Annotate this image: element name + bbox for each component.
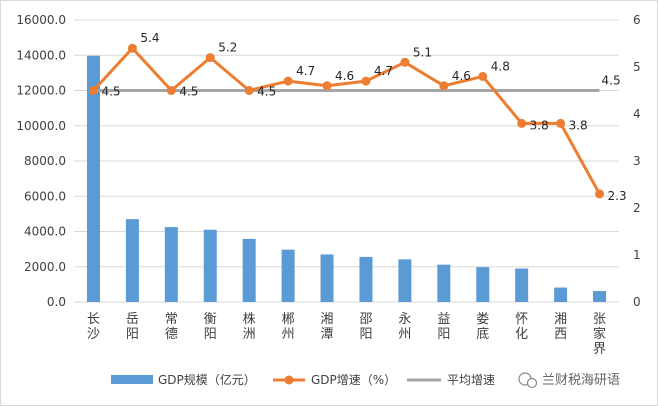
- y-right-tick-label: 5: [633, 60, 641, 74]
- growth-data-label-11: 3.8: [530, 118, 549, 132]
- growth-point-13: [595, 189, 605, 199]
- x-category-label-3: 衡阳: [204, 312, 217, 342]
- x-category-label-2: 常德: [165, 312, 178, 342]
- x-category-label-9: 益阳: [437, 312, 450, 342]
- bar-gdp-13: [593, 291, 607, 302]
- x-category-label-1: 岳阳: [126, 312, 139, 342]
- growth-point-5: [283, 76, 293, 86]
- growth-data-label-8: 5.1: [413, 45, 432, 59]
- x-category-label-0: 长沙: [87, 312, 100, 342]
- x-category-label-11: 怀化: [515, 312, 528, 342]
- y-right-tick-label: 0: [633, 295, 641, 309]
- bar-gdp-7: [359, 256, 373, 302]
- legend-swatch-growth-marker: [284, 375, 294, 385]
- growth-point-2: [166, 86, 176, 95]
- y-axis-left: 0.0 2000.0 4000.0 6000.0 8000.0 10000.0 12000.…: [16, 13, 66, 309]
- x-category-label-8: 永州: [398, 312, 411, 342]
- data-labels: 4.5 5.4 4.5 5.2 4.5 4.7 4.6 4.7 5.1 4.6 4.8 3.8 3.8 2…: [101, 31, 626, 203]
- legend: GDP规模（亿元） GDP增速（%） 平均增速: [111, 372, 495, 387]
- y-right-tick-label: 3: [633, 154, 641, 168]
- growth-point-3: [205, 53, 215, 63]
- y-left-tick-label: 4000.0: [24, 225, 66, 239]
- y-left-tick-label: 6000.0: [24, 189, 66, 203]
- y-left-tick-label: 2000.0: [24, 260, 66, 274]
- y-left-tick-label: 14000.0: [16, 48, 66, 62]
- watermark: 兰财税海研语: [518, 372, 620, 389]
- growth-point-1: [127, 43, 137, 53]
- bar-gdp-11: [515, 268, 529, 302]
- x-category-label-6: 湘潭: [321, 312, 334, 342]
- bar-gdp-2: [164, 227, 178, 302]
- bar-gdp-6: [320, 254, 334, 302]
- growth-data-label-12: 3.8: [569, 118, 588, 132]
- y-right-tick-label: 4: [633, 107, 641, 121]
- bar-gdp-0: [86, 55, 100, 303]
- watermark-text: 兰财税海研语: [542, 373, 620, 388]
- growth-point-6: [322, 81, 332, 91]
- bar-gdp-5: [281, 249, 295, 302]
- x-category-label-13: 张家界: [593, 312, 606, 357]
- y-left-tick-label: 12000.0: [16, 84, 66, 98]
- y-right-tick-label: 2: [633, 201, 641, 215]
- x-category-label-5: 郴州: [282, 312, 295, 342]
- bar-gdp-3: [203, 229, 217, 302]
- growth-data-label-4: 4.5: [257, 85, 276, 99]
- growth-data-label-9: 4.6: [452, 69, 471, 83]
- y-right-tick-label: 6: [633, 13, 641, 27]
- average-data-label: 4.5: [602, 74, 621, 88]
- gdp-bars: [86, 55, 607, 303]
- growth-point-0: [88, 86, 98, 95]
- x-category-label-10: 娄底: [476, 312, 489, 342]
- bar-gdp-10: [476, 267, 490, 302]
- x-category-label-12: 湘西: [554, 312, 567, 342]
- x-category-label-4: 株洲: [243, 312, 256, 342]
- growth-data-label-2: 4.5: [179, 85, 198, 99]
- legend-label-gdp: GDP规模（亿元）: [158, 372, 256, 387]
- bar-gdp-4: [242, 238, 256, 302]
- bar-gdp-1: [125, 219, 139, 302]
- growth-data-label-10: 4.8: [491, 59, 510, 73]
- legend-swatch-gdp: [111, 375, 153, 384]
- growth-data-label-1: 5.4: [140, 31, 159, 45]
- y-left-tick-label: 10000.0: [16, 119, 66, 133]
- grid-lines: [74, 19, 619, 303]
- bar-gdp-8: [398, 259, 412, 302]
- growth-point-10: [478, 71, 488, 81]
- growth-data-label-3: 5.2: [218, 41, 237, 55]
- growth-data-label-7: 4.7: [374, 64, 393, 78]
- y-right-tick-label: 1: [633, 248, 641, 262]
- growth-rate-line: [88, 43, 605, 199]
- legend-label-average: 平均增速: [447, 373, 495, 387]
- growth-point-9: [439, 81, 449, 91]
- bar-gdp-12: [554, 287, 568, 302]
- y-left-tick-label: 8000.0: [24, 154, 66, 168]
- x-category-label-7: 邵阳: [359, 312, 372, 342]
- growth-data-label-0: 4.5: [101, 85, 120, 99]
- growth-data-label-6: 4.6: [335, 69, 354, 83]
- wechat-icon-small: [526, 377, 538, 389]
- growth-point-12: [556, 118, 566, 128]
- growth-point-8: [400, 57, 410, 67]
- growth-polyline: [92, 46, 601, 195]
- legend-label-growth: GDP增速（%）: [311, 373, 396, 387]
- growth-point-4: [244, 86, 254, 95]
- y-axis-right: 0 1 2 3 4 5 6: [633, 13, 641, 309]
- growth-point-11: [517, 118, 527, 128]
- y-left-tick-label: 0.0: [47, 295, 66, 309]
- growth-data-label-5: 4.7: [296, 64, 315, 78]
- growth-point-7: [361, 76, 371, 86]
- y-left-tick-label: 16000.0: [16, 13, 66, 27]
- bar-gdp-9: [437, 264, 451, 302]
- growth-data-label-13: 2.3: [608, 189, 627, 203]
